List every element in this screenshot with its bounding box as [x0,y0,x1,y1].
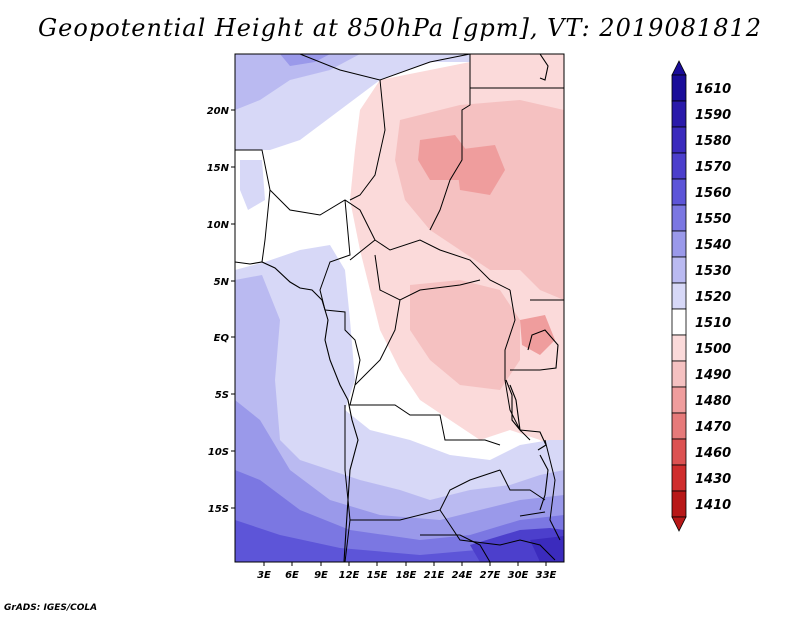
colorbar-swatch [671,282,687,310]
colorbar-swatch [671,438,687,466]
colorbar-top-arrow [671,60,687,76]
colorbar-level-label: 1510 [695,316,731,331]
lat-label-eq: EQ [214,333,230,344]
lon-label-3e: 3E [257,570,271,581]
colorbar-swatch [671,256,687,284]
colorbar-level-label: 1490 [695,368,731,383]
colorbar-swatch [671,490,687,518]
grads-credit: GrADS: IGES/COLA [4,603,98,613]
colorbar-swatch [671,74,687,102]
colorbar-level-label: 1550 [695,212,731,227]
colorbar-level-label: 1480 [695,394,731,409]
colorbar-swatch [671,152,687,180]
colorbar-bottom-arrow [671,516,687,532]
lat-label-20n: 20N [207,106,230,117]
latitude-axis: 20N 15N 10N 5N EQ 5S 10S 15S [207,106,235,515]
colorbar-swatch [671,100,687,128]
colorbar-level-label: 1430 [695,472,731,487]
lat-label-15n: 15N [207,163,230,174]
map-frame [234,53,565,563]
lon-label-30e: 30E [508,570,529,581]
map-title: Geopotential Height at 850hPa [gpm], VT:… [38,14,762,42]
lon-label-33e: 33E [536,570,557,581]
colorbar-level-label: 1580 [695,134,731,149]
colorbar-swatch [671,334,687,362]
colorbar-level-label: 1460 [695,446,731,461]
lon-label-21e: 21E [424,570,445,581]
lat-label-5s: 5S [215,390,229,401]
colorbar-swatch [671,386,687,414]
lon-label-15e: 15E [367,570,388,581]
colorbar-swatch [671,360,687,388]
colorbar-swatch [671,126,687,154]
colorbar-swatch [671,412,687,440]
colorbar-swatch [671,464,687,492]
lon-label-18e: 18E [396,570,417,581]
height-field [235,54,564,562]
colorbar-level-label: 1530 [695,264,731,279]
colorbar-swatch [671,308,687,336]
lat-label-15s: 15S [208,504,229,515]
colorbar-swatch [671,230,687,258]
colorbar-level-label: 1520 [695,290,731,305]
longitude-axis: 3E 6E 9E 12E 15E 18E 21E 24E 27E 30E 33E [257,562,557,581]
colorbar-level-label: 1410 [695,498,731,513]
lat-label-10s: 10S [208,447,229,458]
colorbar-swatch [671,178,687,206]
colorbar-level-label: 1470 [695,420,731,435]
colorbar-level-label: 1500 [695,342,731,357]
colorbar-level-label: 1590 [695,108,731,123]
lon-label-27e: 27E [480,570,501,581]
colorbar-level-label: 1560 [695,186,731,201]
lon-label-9e: 9E [314,570,328,581]
lat-label-5n: 5N [214,277,230,288]
colorbar-level-label: 1540 [695,238,731,253]
lat-label-10n: 10N [207,220,230,231]
lon-label-6e: 6E [285,570,299,581]
colorbar-level-label: 1610 [695,82,731,97]
colorbar-swatch [671,204,687,232]
lon-label-12e: 12E [339,570,360,581]
colorbar-level-label: 1570 [695,160,731,175]
country-borders [235,54,564,562]
coastline [235,54,559,562]
lon-label-24e: 24E [452,570,473,581]
